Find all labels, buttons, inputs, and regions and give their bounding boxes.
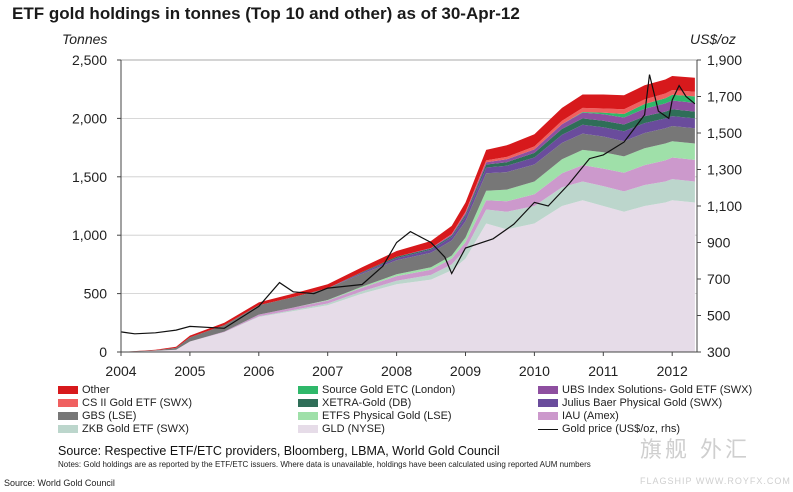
x-tick-label: 2008 xyxy=(381,363,412,379)
legend-swatch xyxy=(538,386,558,394)
left-axis-unit: Tonnes xyxy=(62,31,108,47)
notes-text: Notes: Gold holdings are as reported by … xyxy=(58,460,591,469)
y-right-tick-label: 1,900 xyxy=(707,52,742,68)
x-tick-label: 2010 xyxy=(519,363,550,379)
y-right-tick-label: 500 xyxy=(707,308,731,324)
y-right-tick-label: 900 xyxy=(707,235,731,251)
source-line: Source: Respective ETF/ETC providers, Bl… xyxy=(58,444,500,458)
legend-swatch xyxy=(538,412,558,420)
legend-swatch xyxy=(298,386,318,394)
footer-source: Source: World Gold Council xyxy=(4,478,115,488)
legend-item: ETFS Physical Gold (LSE) xyxy=(298,410,452,422)
chart-svg: 0 500 1,000 1,500 2,000 2,500 300 500 700 900 1,10… xyxy=(72,52,742,379)
legend-item: XETRA-Gold (DB) xyxy=(298,397,411,409)
legend-label: Julius Baer Physical Gold (SWX) xyxy=(562,397,723,409)
x-tick-label: 2005 xyxy=(174,363,205,379)
legend-swatch xyxy=(58,399,78,407)
legend-label: GLD (NYSE) xyxy=(322,423,385,435)
legend-item: GLD (NYSE) xyxy=(298,423,385,435)
legend-label: ZKB Gold ETF (SWX) xyxy=(82,423,189,435)
x-tick-label: 2011 xyxy=(588,363,618,379)
legend-swatch xyxy=(58,386,78,394)
legend-item: GBS (LSE) xyxy=(58,410,136,422)
legend-item: ZKB Gold ETF (SWX) xyxy=(58,423,189,435)
right-axis-unit: US$/oz xyxy=(690,31,736,47)
legend-label: XETRA-Gold (DB) xyxy=(322,397,412,409)
legend-swatch xyxy=(538,399,558,407)
legend-label: IAU (Amex) xyxy=(562,410,619,422)
y-left-tick-label: 2,500 xyxy=(72,52,107,68)
legend-item: CS II Gold ETF (SWX) xyxy=(58,397,192,409)
watermark-logo: 旗舰 外汇 xyxy=(640,438,750,463)
y-left-tick-label: 2,000 xyxy=(72,110,107,126)
legend-swatch xyxy=(58,412,78,420)
area-zkb-gold-etf-swx- xyxy=(121,179,695,352)
legend-line-swatch xyxy=(538,428,558,430)
y-left-tick-label: 500 xyxy=(84,286,108,302)
area-etfs-physical-gold-lse- xyxy=(121,141,695,352)
legend-swatch xyxy=(298,425,318,433)
y-left-tick-label: 1,500 xyxy=(72,169,107,185)
watermark-url: FLAGSHIP WWW.ROYFX.COM xyxy=(640,476,791,486)
y-right-tick-label: 700 xyxy=(707,271,731,287)
legend-item: UBS Index Solutions- Gold ETF (SWX) xyxy=(538,384,752,396)
legend-item: Other xyxy=(58,384,110,396)
y-left-tick-label: 0 xyxy=(99,344,107,360)
area-gld-nyse- xyxy=(121,200,695,352)
gold-price-line xyxy=(120,74,696,335)
x-tick-label: 2012 xyxy=(657,363,688,379)
y-right-tick-label: 300 xyxy=(707,344,731,360)
legend-swatch xyxy=(298,399,318,407)
y-left-tick-label: 1,000 xyxy=(72,227,107,243)
legend-item: Source Gold ETC (London) xyxy=(298,384,455,396)
legend-label: CS II Gold ETF (SWX) xyxy=(82,397,193,409)
y-right-tick-label: 1,100 xyxy=(707,198,742,214)
area-gbs-lse- xyxy=(121,126,695,352)
chart-title: ETF gold holdings in tonnes (Top 10 and … xyxy=(12,4,520,23)
x-tick-label: 2009 xyxy=(450,363,481,379)
legend-label: Source Gold ETC (London) xyxy=(322,384,456,396)
legend-swatch xyxy=(298,412,318,420)
y-right-tick-label: 1,500 xyxy=(707,125,742,141)
legend-item: Julius Baer Physical Gold (SWX) xyxy=(538,397,722,409)
legend-label: ETFS Physical Gold (LSE) xyxy=(322,410,452,422)
legend-item: IAU (Amex) xyxy=(538,410,619,422)
legend-label: Other xyxy=(82,384,110,396)
y-right-tick-label: 1,700 xyxy=(707,89,742,105)
legend-label: GBS (LSE) xyxy=(82,410,137,422)
legend-item: Gold price (US$/oz, rhs) xyxy=(538,423,680,435)
legend-label: UBS Index Solutions- Gold ETF (SWX) xyxy=(562,384,753,396)
x-tick-label: 2004 xyxy=(105,363,136,379)
legend-label: Gold price (US$/oz, rhs) xyxy=(562,423,680,435)
area-iau-amex- xyxy=(121,157,695,352)
y-right-tick-label: 1,300 xyxy=(707,162,742,178)
x-tick-label: 2007 xyxy=(312,363,343,379)
legend-swatch xyxy=(58,425,78,433)
x-tick-label: 2006 xyxy=(243,363,274,379)
